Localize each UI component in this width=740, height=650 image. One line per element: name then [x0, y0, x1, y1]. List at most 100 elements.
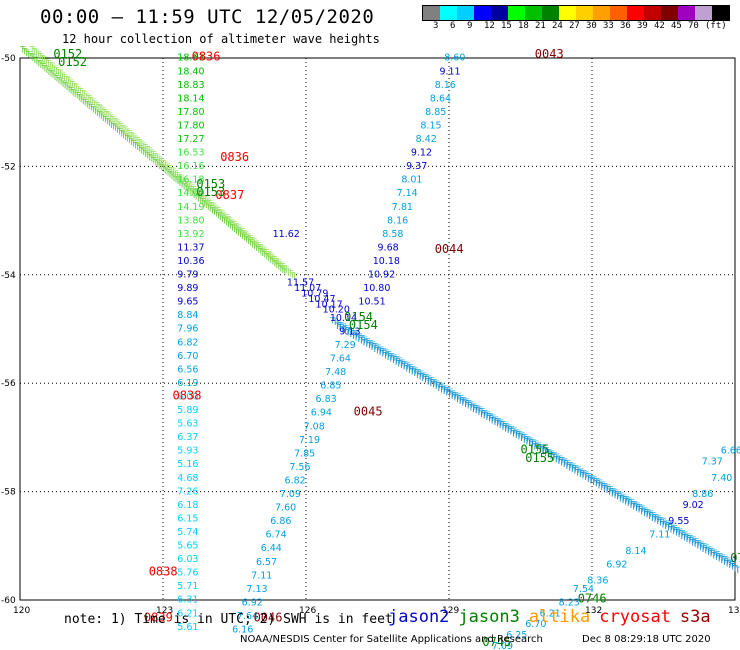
swath-mark: T — [186, 187, 193, 197]
swath-mark: T — [245, 237, 252, 247]
swath-mark: T — [43, 58, 50, 68]
wave-height-value: 14.00 — [177, 188, 204, 199]
legend-label: 18 — [518, 21, 529, 31]
swath-mark: T — [251, 242, 258, 252]
swath-mark: T — [260, 247, 267, 257]
swath-mark: T — [37, 61, 44, 71]
swath-mark: T — [91, 100, 98, 110]
swath-mark: T — [457, 395, 464, 405]
swath-mark: T — [361, 336, 368, 346]
swath-mark: T — [550, 454, 557, 464]
swath-mark: T — [59, 80, 66, 90]
wave-height-value: 10.36 — [177, 256, 204, 267]
map-frame — [19, 57, 736, 601]
swath-mark: T — [208, 201, 215, 211]
swath-mark: T — [94, 109, 101, 119]
swath-mark: T — [657, 517, 664, 527]
swath-mark: T — [660, 518, 667, 528]
page-title: 00:00 – 11:59 UTC 12/05/2020 — [40, 6, 375, 28]
swath-mark: T — [369, 341, 376, 351]
lon-tick-label: 126 — [299, 606, 316, 616]
swath-mark: T — [643, 511, 650, 521]
swath-mark: T — [27, 52, 34, 62]
swath-mark: T — [67, 79, 74, 89]
wave-height-value: 8.16 — [435, 80, 456, 91]
swath-mark: T — [425, 375, 432, 385]
swath-mark: T — [240, 229, 247, 239]
wave-height-value: 5.89 — [177, 405, 198, 416]
swath-mark: T — [261, 251, 268, 261]
swath-mark: T — [170, 168, 177, 178]
pass-time-label: 0839 — [144, 611, 173, 625]
swath-mark: T — [558, 459, 565, 469]
swath-mark: T — [528, 441, 535, 451]
wave-height-value: 8.84 — [177, 310, 198, 321]
wave-height-value: 7.29 — [335, 340, 356, 351]
swath-mark: T — [142, 150, 149, 160]
swath-mark: T — [556, 455, 563, 465]
swath-mark: T — [198, 198, 205, 208]
swath-mark: T — [267, 252, 274, 262]
swath-mark: T — [184, 186, 191, 196]
swath-mark: T — [23, 49, 30, 59]
wave-height-value: 10.20 — [323, 305, 350, 316]
swath-mark: T — [404, 362, 411, 372]
legend-swatch — [491, 6, 508, 20]
wave-height-value: 5.93 — [177, 446, 198, 457]
swath-mark: T — [73, 92, 80, 102]
swath-mark: T — [356, 333, 363, 343]
swath-mark: T — [654, 515, 661, 525]
swath-mark: T — [636, 504, 643, 514]
swath-mark: T — [673, 529, 680, 539]
legend-swatch — [678, 6, 695, 20]
wave-height-value: 11.37 — [177, 242, 204, 253]
swath-mark: T — [649, 512, 656, 522]
swath-mark: T — [168, 172, 175, 182]
wave-height-value: 7.60 — [275, 503, 296, 514]
legend-swatch — [695, 6, 712, 20]
swath-mark: T — [627, 501, 634, 511]
wave-height-value: 6.19 — [177, 378, 198, 389]
swath-mark: T — [675, 530, 682, 540]
lat-tick-label: -60 — [1, 596, 16, 606]
swath-mark: T — [590, 478, 597, 488]
wave-height-value: 6.66 — [721, 446, 740, 457]
swath-mark: T — [504, 426, 511, 436]
swath-mark: T — [494, 417, 501, 427]
swath-mark: T — [411, 369, 418, 379]
swath-mark: T — [279, 266, 286, 276]
swath-mark: T — [340, 323, 347, 333]
swath-mark: T — [82, 99, 89, 109]
swath-mark: T — [182, 179, 189, 189]
swath-mark: T — [184, 180, 191, 190]
swath-mark: T — [446, 388, 453, 398]
swath-mark: T — [380, 347, 387, 357]
swath-mark: T — [162, 167, 169, 177]
wave-height-value: 6.82 — [285, 475, 306, 486]
swath-mark: T — [53, 75, 60, 85]
wave-height-value: 9.11 — [439, 66, 460, 77]
swath-mark: T — [731, 564, 738, 574]
swath-mark: T — [582, 473, 589, 483]
swath-mark: T — [710, 551, 717, 561]
swath-mark: T — [352, 333, 359, 343]
swath-mark: T — [134, 143, 141, 153]
pass-time-label: 0746 — [578, 592, 607, 606]
swath-mark: T — [433, 380, 440, 390]
swath-mark: T — [121, 126, 128, 136]
wave-height-value: 6.92 — [606, 559, 627, 570]
swath-mark: T — [588, 474, 595, 484]
swath-mark: T — [638, 507, 645, 517]
swath-mark: T — [154, 160, 161, 170]
swath-mark: T — [196, 196, 203, 206]
wave-height-value: 11.07 — [294, 283, 321, 294]
swath-mark: T — [518, 434, 525, 444]
legend-label: 12 — [484, 21, 495, 31]
wave-height-value: 11.57 — [287, 278, 314, 289]
wave-height-value: 10.79 — [301, 288, 328, 299]
swath-mark: T — [172, 170, 179, 180]
swath-mark: T — [279, 263, 286, 273]
swath-mark: T — [408, 368, 415, 378]
wave-height-value: 6.31 — [177, 595, 198, 606]
swath-mark: T — [344, 329, 351, 339]
